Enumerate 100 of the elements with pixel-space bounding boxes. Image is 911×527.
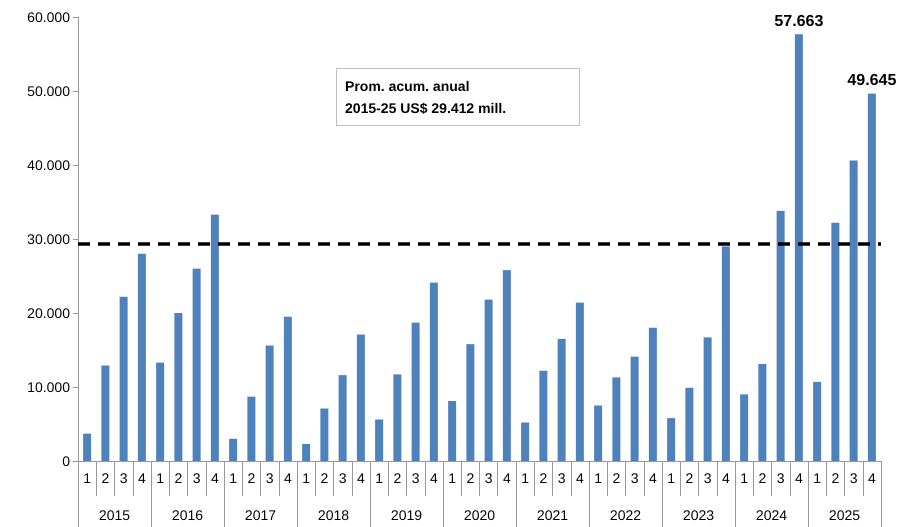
- bar: [375, 420, 384, 461]
- bar: [630, 356, 639, 461]
- x-tick-label: 1: [594, 470, 602, 486]
- bar: [667, 418, 676, 461]
- bar: [740, 394, 748, 461]
- bar: [302, 444, 310, 461]
- bar: [502, 270, 511, 461]
- x-tick-label: 4: [138, 470, 146, 486]
- bar: [722, 246, 730, 461]
- bar: [704, 337, 712, 461]
- bar: [430, 282, 438, 461]
- y-tick-label: 50.000: [27, 83, 70, 99]
- x-tick-label: 2: [393, 470, 402, 486]
- bar: [850, 160, 858, 461]
- bar: [101, 366, 110, 461]
- text: 2020: [464, 507, 496, 523]
- bar: [594, 406, 602, 461]
- bar: [484, 300, 493, 461]
- x-tick-label: 2: [612, 470, 620, 486]
- bar: [868, 94, 876, 461]
- x-tick-label: 2: [685, 470, 694, 486]
- bar: [758, 364, 766, 461]
- x-tick-label: 4: [722, 470, 730, 486]
- bar: [174, 313, 182, 461]
- x-tick-label: 3: [338, 470, 347, 486]
- x-tick-label: 4: [430, 470, 438, 486]
- bar: [192, 268, 201, 461]
- x-tick-label: 1: [83, 470, 92, 486]
- text: 2023: [682, 507, 714, 523]
- x-tick-label: 1: [448, 470, 456, 486]
- y-tick-label: 60.000: [27, 9, 70, 25]
- bar: [338, 375, 347, 461]
- bar: [813, 382, 822, 461]
- data-label: 57.663: [774, 12, 824, 30]
- bar: [120, 296, 128, 461]
- x-tick-label: 2: [320, 470, 328, 486]
- bar: [356, 334, 365, 461]
- bar: [229, 438, 238, 461]
- x-tick-label: 1: [521, 470, 530, 486]
- y-tick-label: 30.000: [27, 231, 70, 247]
- bar: [685, 388, 694, 461]
- x-tick-label: 2: [758, 470, 766, 486]
- bar: [612, 377, 620, 461]
- x-tick-label: 4: [576, 470, 584, 486]
- bar: [794, 34, 803, 461]
- x-tick-label: 3: [704, 470, 712, 486]
- bar: [648, 328, 657, 461]
- x-tick-label: 3: [850, 470, 858, 486]
- x-tick-label: 1: [375, 470, 384, 486]
- x-tick-label: 4: [356, 470, 365, 486]
- x-tick-label: 3: [484, 470, 493, 486]
- x-tick-label: 2: [539, 470, 548, 486]
- x-tick-label: 1: [740, 470, 748, 486]
- x-tick-label: 3: [412, 470, 420, 486]
- bar: [83, 434, 92, 461]
- x-tick-label: 3: [776, 470, 785, 486]
- x-tick-label: 2: [174, 470, 182, 486]
- bar: [284, 316, 292, 461]
- x-tick-label: 1: [813, 470, 822, 486]
- x-tick-label: 4: [794, 470, 803, 486]
- bar: [393, 374, 402, 461]
- x-tick-label: 3: [558, 470, 566, 486]
- text: 2015: [98, 507, 130, 523]
- x-tick-label: 1: [229, 470, 238, 486]
- x-tick-label: 4: [868, 470, 876, 486]
- text-box: Prom. acum. anual 2015-25 US$ 29.412 mill.: [336, 68, 580, 126]
- bar: [448, 401, 456, 461]
- y-tick-label: 0: [62, 453, 70, 469]
- x-tick-label: 2: [831, 470, 840, 486]
- bar: [412, 322, 420, 461]
- bar: [831, 222, 840, 461]
- text: 2025: [828, 507, 860, 523]
- bar: [466, 344, 474, 461]
- bar: [320, 408, 328, 461]
- text: 2017: [244, 507, 276, 523]
- x-tick-label: 3: [630, 470, 639, 486]
- x-tick-label: 2: [101, 470, 110, 486]
- bar: [576, 302, 584, 461]
- x-tick-label: 3: [266, 470, 274, 486]
- bar: [776, 210, 785, 461]
- bar: [247, 396, 256, 461]
- y-tick-label: 40.000: [27, 157, 70, 173]
- text: 2021: [536, 507, 568, 523]
- bar: [539, 370, 548, 461]
- x-tick-label: 2: [466, 470, 474, 486]
- bar: [156, 362, 164, 461]
- text: 2019: [390, 507, 422, 523]
- data-label: 49.645: [847, 72, 896, 90]
- x-tick-label: 1: [156, 470, 164, 486]
- x-tick-label: 3: [192, 470, 201, 486]
- x-tick-label: 1: [667, 470, 676, 486]
- x-tick-label: 4: [210, 470, 219, 486]
- text: 2016: [172, 507, 204, 523]
- y-tick-label: 10.000: [27, 379, 70, 395]
- x-tick-label: 4: [502, 470, 511, 486]
- bar: [558, 338, 566, 461]
- bar: [521, 422, 530, 461]
- x-tick-label: 3: [120, 470, 128, 486]
- x-tick-label: 4: [284, 470, 292, 486]
- text: 2024: [756, 507, 788, 523]
